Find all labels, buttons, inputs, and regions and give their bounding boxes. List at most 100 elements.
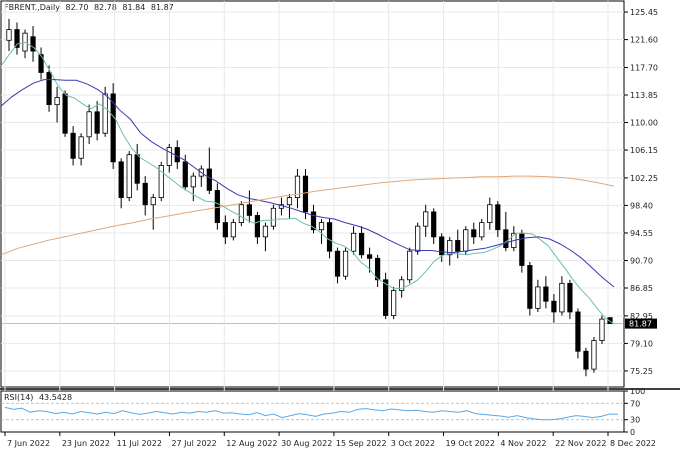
x-tick-label: 27 Jul 2022 [171,439,216,448]
candle-body [254,215,261,238]
price-axis: 125.45 121.60 117.70 113.85 110.00 106.15 102.… [624,8,658,376]
candle-body [383,279,389,316]
x-tick-label: 30 Aug 2022 [281,439,332,448]
candle-body [166,147,172,166]
candle [222,215,228,245]
chart-header: FBRENT.,Daily 82.70 82.78 81.84 81.87 [4,3,177,12]
y-tick-label: 90.70 [630,256,653,265]
close-value: 81.87 [150,3,174,12]
x-tick-label: 22 Nov 2022 [555,439,606,448]
candle [591,336,597,373]
y-tick-label: 121.60 [630,36,658,45]
candle [6,18,12,52]
candle [447,236,453,266]
candle-body [407,250,413,281]
time-axis: 7 Jun 2022 23 Jun 2022 11 Jul 2022 27 Jul 2… [4,432,656,448]
x-tick-label: 12 Aug 2022 [226,439,277,448]
rsi-header: RSI(14) 43.5428 [4,393,75,402]
candle [366,247,373,273]
candle-body [334,250,341,277]
candle [423,204,429,237]
candle [134,143,140,191]
candle [246,190,252,223]
candle [294,168,301,209]
x-tick-label: 23 Jun 2022 [62,439,110,448]
chart-frame [0,0,680,433]
candle-body [270,207,277,227]
y-tick-label: 82.95 [630,312,653,321]
candle [342,247,349,280]
open-value: 82.70 [65,3,89,12]
candle [495,201,501,237]
rsi-tick-label: 30 [630,416,640,425]
candle [383,272,389,320]
candle [206,147,212,194]
candle [118,158,124,209]
candle [198,165,204,187]
candle-body [262,225,269,238]
candles [6,18,613,377]
candle [78,133,84,166]
last-price-label: 81.87 [629,320,652,329]
candle [535,279,541,312]
candle-body [126,154,132,198]
candle-body [495,204,501,231]
candle-body [46,72,52,106]
candle [334,247,341,284]
candle [567,279,573,320]
candle-body [6,29,12,41]
x-tick-label: 8 Dec 2022 [610,439,656,448]
candle-body [431,211,437,238]
ma-line-2 [0,79,615,288]
candle [270,204,277,230]
candle-body [30,36,36,52]
candle-body [455,240,461,252]
candle-body [439,236,445,256]
candle [583,347,589,377]
candle-body [310,211,317,231]
candle [214,183,220,230]
candle [174,140,180,169]
candle [166,143,172,173]
ma-line-1 [0,41,615,325]
x-tick-label: 15 Sep 2022 [336,439,387,448]
candle [30,26,36,62]
candle [62,90,68,137]
candle-body [342,250,349,277]
candle-body [503,229,509,249]
candle [479,219,485,241]
candle-body [238,204,244,223]
candle-body [318,222,325,231]
candle-body [358,232,365,256]
last-price-tag [625,318,657,329]
candle-body [551,300,557,313]
candle [22,29,28,59]
candle-body [62,93,68,134]
candle-body [599,318,605,341]
candle [94,101,100,141]
x-tick-label: 19 Oct 2022 [446,439,495,448]
candle-body [102,93,108,134]
rsi-tick-label: 100 [630,387,645,396]
candle [310,204,317,234]
y-tick-label: 75.25 [630,367,653,376]
y-tick-label: 102.25 [630,174,658,183]
x-tick-label: 7 Jun 2022 [7,439,50,448]
candle-body [190,175,196,188]
rsi-tick-label: 0 [630,428,635,437]
candle [519,229,525,273]
candle-body [38,54,44,73]
candle-body [158,165,164,198]
candle [326,219,333,259]
candle-body [134,154,140,184]
candle [431,208,437,245]
candle-body [399,279,405,291]
candle [599,315,605,345]
candle [86,104,92,144]
candle [302,168,309,220]
candle-body [471,229,477,238]
candle-body [206,168,212,191]
candle [54,86,60,123]
candle [607,317,613,324]
